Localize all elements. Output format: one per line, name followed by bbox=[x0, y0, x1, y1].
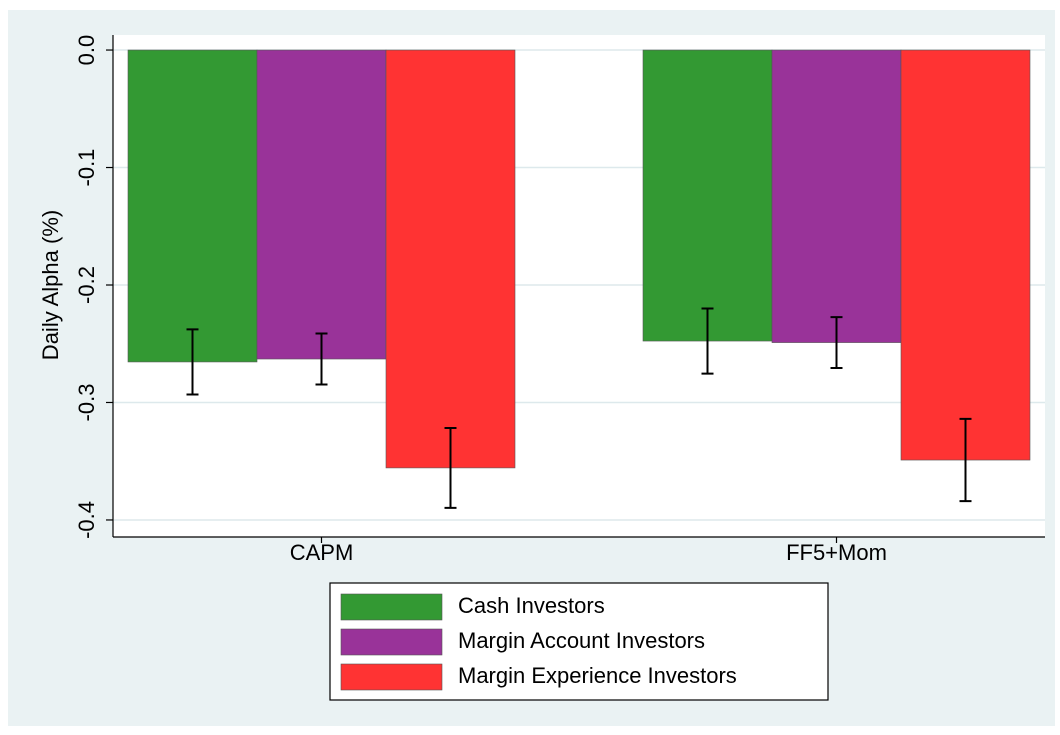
legend-swatch bbox=[340, 663, 443, 691]
error-bar bbox=[444, 426, 457, 509]
y-tick-label: -0.1 bbox=[74, 149, 99, 187]
bar bbox=[642, 49, 773, 342]
y-tick-label: -0.2 bbox=[74, 266, 99, 304]
bar bbox=[385, 49, 516, 469]
bar bbox=[256, 49, 387, 360]
legend-swatch bbox=[340, 628, 443, 656]
x-tick-label: FF5+Mom bbox=[786, 540, 887, 565]
legend-label: Margin Experience Investors bbox=[458, 663, 737, 688]
legend-label: Margin Account Investors bbox=[458, 628, 705, 653]
y-tick-label: -0.4 bbox=[74, 501, 99, 539]
bar bbox=[127, 49, 258, 363]
error-bar bbox=[186, 328, 199, 396]
legend-label: Cash Investors bbox=[458, 593, 605, 618]
x-tick-label: CAPM bbox=[290, 540, 354, 565]
bar bbox=[771, 49, 902, 343]
error-bar bbox=[701, 307, 714, 375]
y-tick-label: -0.3 bbox=[74, 384, 99, 422]
y-tick-label: 0.0 bbox=[74, 35, 99, 66]
error-bar bbox=[315, 332, 328, 386]
bar bbox=[900, 49, 1031, 461]
y-axis-label: Daily Alpha (%) bbox=[38, 210, 63, 360]
legend-swatch bbox=[340, 593, 443, 621]
error-bar bbox=[959, 417, 972, 503]
error-bar bbox=[830, 316, 843, 370]
